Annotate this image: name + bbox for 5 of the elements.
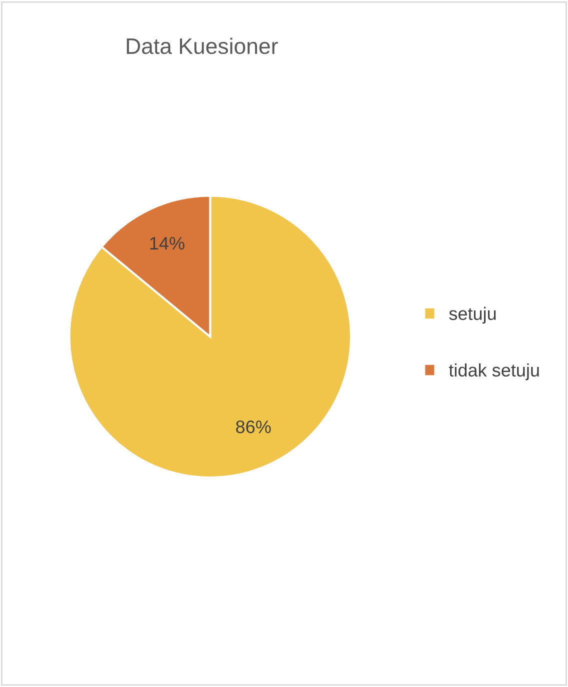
data-label: 86%: [236, 420, 271, 434]
legend-label: tidak setuju: [448, 363, 539, 380]
chart-title: Data Kuesioner: [126, 38, 278, 54]
data-label: 14%: [150, 237, 184, 250]
legend-label: setuju: [449, 306, 496, 324]
